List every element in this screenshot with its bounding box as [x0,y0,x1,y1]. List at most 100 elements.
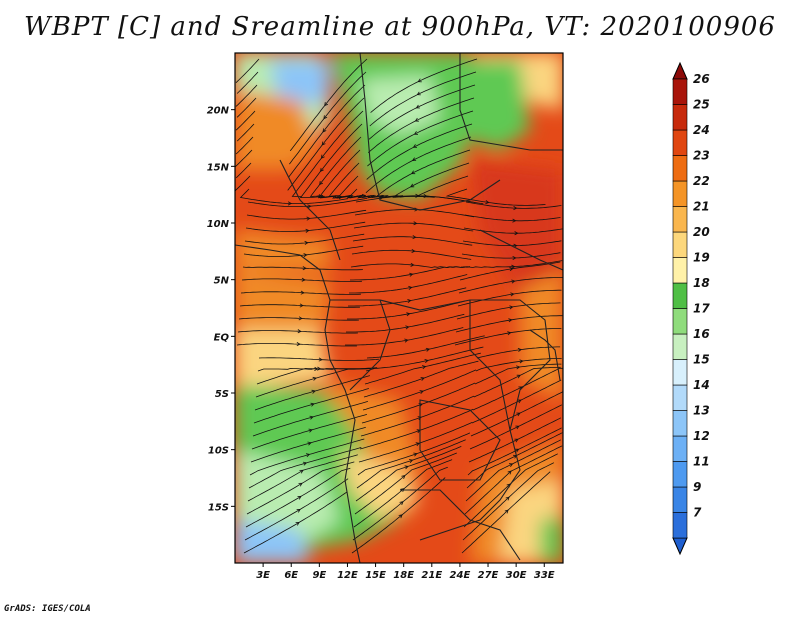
streamline-arrow [510,292,515,297]
streamline-arrow [399,501,404,506]
streamline-arrow [302,266,307,271]
map-title: WBPT [C] and Sreamline at 900hPa, VT: 20… [24,12,776,42]
streamline-arrow [509,267,514,272]
streamline [355,446,462,502]
streamline [235,162,252,179]
streamline [252,401,369,437]
latitude-axis: 20N 15N 10N 5N EQ 5S 10S 15S [207,106,235,513]
colorbar-swatch [672,155,688,182]
streamline [464,214,561,222]
streamline-arrow [401,475,406,480]
streamline-arrow [310,402,315,407]
streamline [245,221,366,232]
streamline-arrow [415,193,420,198]
streamline-arrow [319,167,324,172]
streamline [474,363,562,385]
streamline-arrow [324,102,329,107]
streamline [247,454,358,502]
colorbar-label: 13 [693,404,710,418]
streamline [351,477,446,554]
streamline [367,110,474,167]
colorbar-swatch [672,282,688,309]
country-borders [235,53,563,563]
colorbar-label: 11 [693,455,710,469]
field-warm-east [520,270,563,400]
streamline-arrow [299,469,304,474]
lat-label: EQ [214,332,230,343]
streamline [363,360,479,398]
streamline [466,432,563,489]
lat-label: 15S [208,502,229,513]
streamline-arrow [513,206,518,211]
colorbar-label: 16 [693,327,710,341]
streamline [240,291,361,295]
streamline-arrow [505,496,510,501]
colorbar-swatch [672,410,688,437]
streamline [346,313,465,333]
streamline-arrow [424,359,429,364]
colorbar-swatch [672,78,688,105]
colorbar-swatch [672,129,688,156]
streamline [365,136,472,194]
streamline [258,357,379,361]
streamline-arrow [425,347,431,352]
streamline-arrow [303,253,308,258]
field-green-se [540,515,563,563]
streamline-arrow [318,194,323,199]
streamline-arrow [513,243,518,248]
streamline-arrow [298,482,303,487]
streamline-arrow [411,157,417,161]
streamline [358,422,473,463]
colorbar: 7 9 11 12 13 14 15 16 17 18 19 20 21 22 23 24 25 26 [672,61,710,556]
streamline-arrow [514,231,519,236]
streamline-arrow [319,180,324,186]
streamline-arrow [509,305,514,310]
lon-label: 24E [450,570,471,581]
streamline-arrow [314,366,319,371]
streamline [368,84,476,140]
streamline [287,97,365,191]
streamline [237,330,358,334]
streamline-arrow [307,441,312,446]
streamline [244,233,365,245]
colorbar-swatch [672,231,688,258]
colorbar-swatch [672,180,688,207]
streamline [253,388,370,424]
streamline-arrow [508,463,514,467]
streamline-arrow [287,201,293,206]
streamline-arrow [414,117,419,122]
streamline-arrow [404,465,409,470]
field-green-ne [470,60,530,150]
streamline [472,367,563,411]
streamline [349,274,468,294]
longitude-axis: 3E 6E 9E 12E 15E 18E 21E 24E 27E 30E 33E [256,563,555,581]
lat-label: 5N [214,276,230,287]
colorbar-swatch [672,333,688,360]
streamline-arrow [305,453,311,458]
field-blue-nw [270,60,330,110]
streamline-arrow [296,508,301,513]
colorbar-label: 22 [693,174,710,188]
streamline-arrow [517,399,522,404]
streamline [246,209,367,220]
border-chad [359,53,501,211]
lon-label: 6E [284,570,298,581]
streamline-arrow [409,272,414,277]
colorbar-label: 26 [693,72,710,86]
streamline-arrow [307,204,312,209]
border-lake [529,329,561,381]
lon-label: 3E [256,570,270,581]
lon-label: 15E [365,570,386,581]
streamline [461,252,561,259]
lon-label: 33E [534,570,555,581]
field-mild-eq [235,330,330,390]
streamline [462,462,555,541]
streamline-arrow [512,255,517,261]
streamline [456,302,561,320]
streamline [249,438,365,476]
streamline [348,287,467,307]
colorbar-swatch [672,104,688,131]
colorbar-label: 25 [693,98,710,112]
streamline [246,461,355,515]
